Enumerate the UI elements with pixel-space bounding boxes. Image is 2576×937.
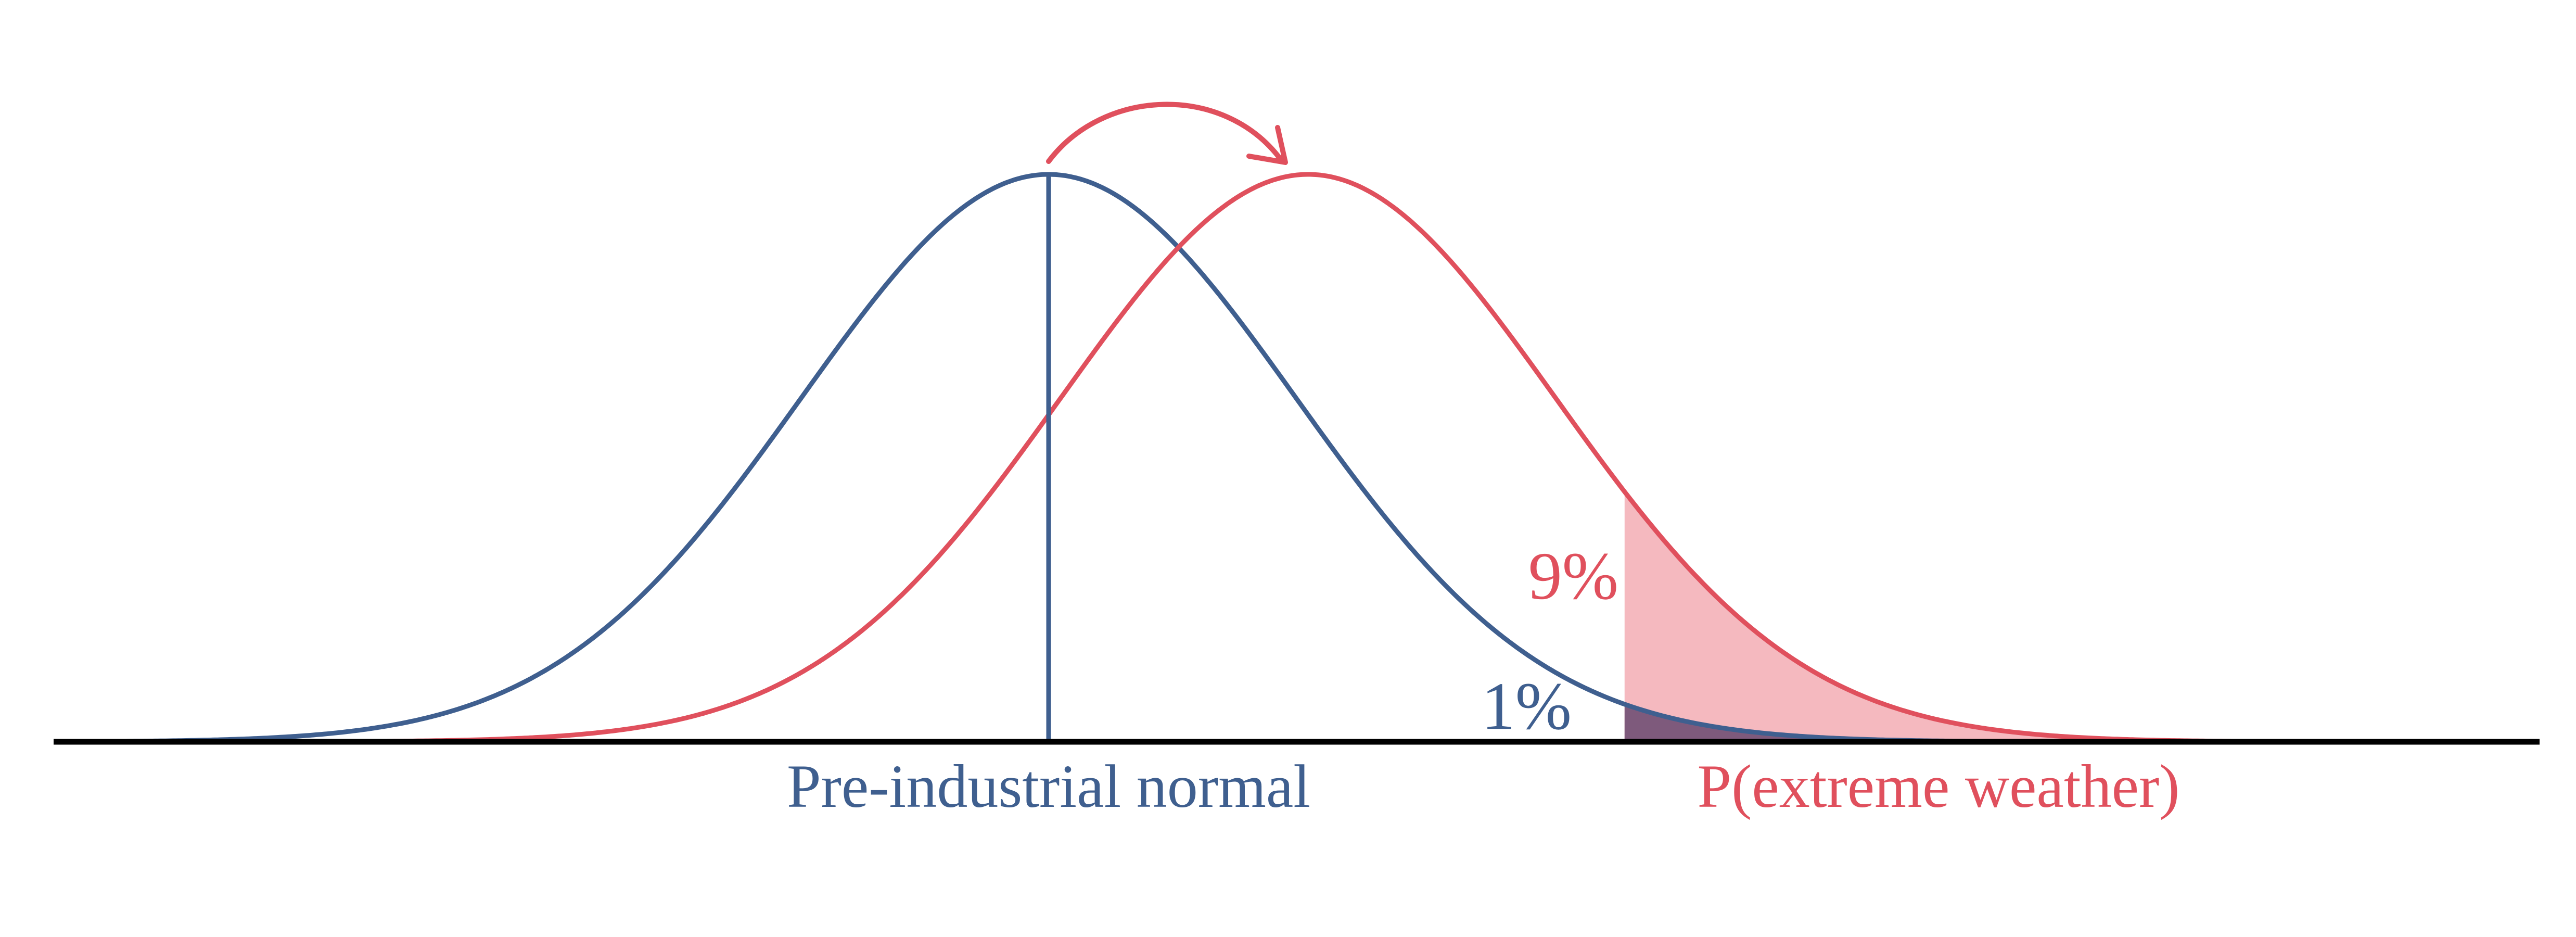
baseline-tail-percent-label: 1% [1482,669,1572,744]
shift-arrowhead [1246,125,1288,165]
baseline-tail-area [1624,704,2238,742]
extreme-weather-label: P(extreme weather) [1697,752,2179,820]
shift-arrow [1046,102,1283,164]
pre-industrial-curve [54,172,2539,744]
shifted-tail-area [1624,491,2238,742]
shifted-tail-percent-label: 9% [1528,539,1618,614]
shifted-curve [54,172,2539,744]
pre-industrial-normal-label: Pre-industrial normal [787,752,1310,820]
